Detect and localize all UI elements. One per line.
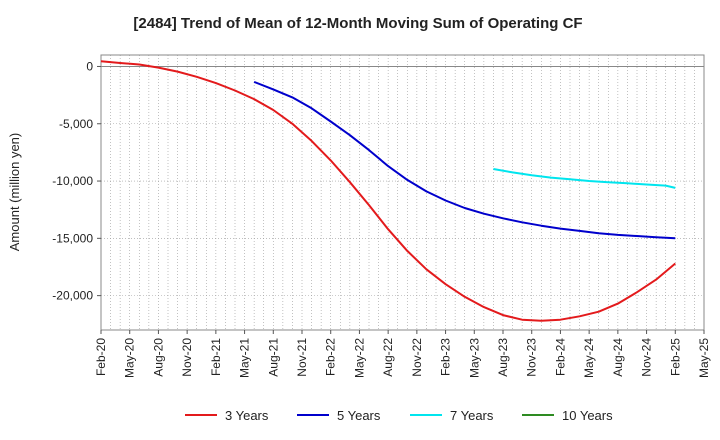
x-tick-label: Feb-23 [439, 338, 453, 376]
x-tick-label: Feb-25 [668, 338, 682, 376]
y-tick-label: 0 [86, 59, 93, 73]
x-tick-label: Feb-20 [94, 338, 108, 376]
x-tick-label: Nov-21 [295, 338, 309, 377]
plot-area [100, 54, 705, 331]
legend-label: 3 Years [225, 408, 269, 423]
legend-label: 7 Years [450, 408, 494, 423]
x-tick-label: May-23 [467, 338, 481, 378]
y-tick-label: -10,000 [52, 174, 93, 188]
x-tick-label: May-24 [582, 338, 596, 378]
x-tick-label: Aug-22 [381, 338, 395, 377]
legend-label: 10 Years [562, 408, 613, 423]
x-tick-label: Nov-20 [180, 338, 194, 377]
x-tick-label: Feb-24 [553, 338, 567, 376]
x-tick-label: Aug-21 [266, 338, 280, 377]
x-tick-label: May-25 [697, 338, 711, 378]
x-tick-label: Nov-24 [640, 338, 654, 377]
x-tick-label: Feb-21 [209, 338, 223, 376]
x-tick-label: Aug-24 [611, 338, 625, 377]
grid [101, 55, 704, 330]
x-tick-label: May-22 [352, 338, 366, 378]
y-tick-label: -20,000 [52, 289, 93, 303]
legend: 3 Years 5 Years 7 Years 10 Years [185, 408, 613, 423]
x-axis: Feb-20 May-20 Aug-20 Nov-20 Feb-21 May-21 Aug-… [94, 330, 711, 378]
series-line-5-years [253, 80, 676, 240]
y-axis-label: Amount (million yen) [7, 133, 22, 252]
chart-title: [2484] Trend of Mean of 12-Month Moving … [133, 15, 582, 32]
series-line-7-years [493, 168, 676, 189]
legend-label: 5 Years [337, 408, 381, 423]
x-tick-label: Aug-20 [151, 338, 165, 377]
series-lines [100, 60, 676, 322]
x-tick-label: Feb-22 [324, 338, 338, 376]
y-axis: 0 -5,000 -10,000 -15,000 -20,000 [52, 59, 101, 303]
series-line-3-years [100, 60, 676, 322]
y-tick-label: -5,000 [59, 117, 93, 131]
x-tick-label: May-21 [238, 338, 252, 378]
y-tick-label: -15,000 [52, 231, 93, 245]
x-tick-label: Aug-23 [496, 338, 510, 377]
x-tick-label: Nov-22 [410, 338, 424, 377]
x-tick-label: Nov-23 [525, 338, 539, 377]
x-tick-label: May-20 [123, 338, 137, 378]
